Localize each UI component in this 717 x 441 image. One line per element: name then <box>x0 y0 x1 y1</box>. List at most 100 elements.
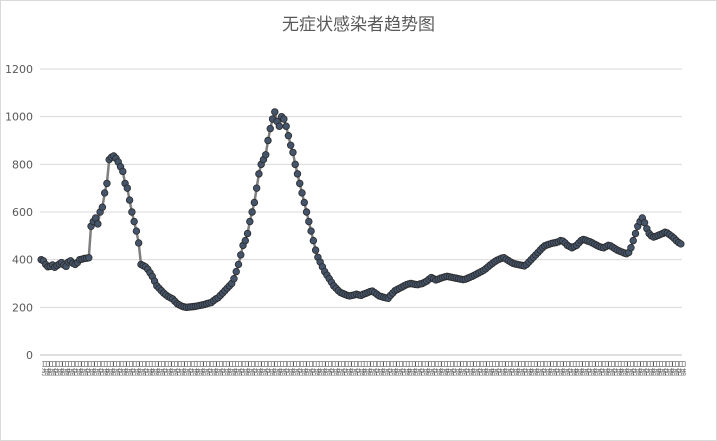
x-tick-label: 日期 <box>369 360 378 376</box>
x-tick-label: 日期 <box>549 360 558 376</box>
x-tick-label: 日期 <box>497 360 506 376</box>
data-point <box>250 198 259 207</box>
x-tick-label: 日期 <box>292 360 301 376</box>
x-tick-label: 日期 <box>394 360 403 376</box>
x-tick-label: 日期 <box>73 360 82 376</box>
x-tick-label: 日期 <box>41 360 50 376</box>
data-point <box>241 236 250 245</box>
x-tick-label: 日期 <box>202 360 211 376</box>
y-tick-label: 1000 <box>5 111 33 124</box>
x-tick-label: 日期 <box>60 360 69 376</box>
x-tick-label: 日期 <box>92 360 101 376</box>
data-point <box>128 208 136 216</box>
data-point <box>311 246 320 254</box>
y-tick-label: 600 <box>12 206 33 219</box>
x-tick-label: 日期 <box>375 360 384 376</box>
x-tick-label: 日期 <box>304 360 313 376</box>
x-tick-label: 日期 <box>471 360 480 376</box>
x-tick-label: 日期 <box>523 360 532 376</box>
y-tick-label: 0 <box>26 349 33 362</box>
x-tick-label: 日期 <box>54 360 63 376</box>
x-tick-label: 日期 <box>651 360 660 376</box>
x-tick-label: 日期 <box>67 360 76 376</box>
data-point <box>280 115 288 123</box>
chart-title: 无症状感染者趋势图 <box>282 15 435 35</box>
data-point <box>252 184 261 192</box>
x-tick-label: 日期 <box>118 360 127 376</box>
data-point <box>237 251 245 259</box>
data-point <box>305 217 313 226</box>
x-tick-label: 日期 <box>529 360 538 376</box>
x-tick-label: 日期 <box>279 360 288 376</box>
data-point <box>132 227 141 235</box>
x-tick-label: 日期 <box>478 360 487 376</box>
data-point <box>631 229 640 238</box>
x-tick-label: 日期 <box>99 360 108 376</box>
x-tick-label: 日期 <box>80 360 89 376</box>
data-point <box>98 203 107 211</box>
x-tick-label: 日期 <box>600 360 609 376</box>
data-point <box>246 217 254 226</box>
data-point <box>302 208 311 216</box>
x-tick-label: 日期 <box>285 360 294 376</box>
x-tick-label: 日期 <box>189 360 198 376</box>
data-point <box>243 229 252 238</box>
data-point <box>230 275 238 283</box>
x-tick-label: 日期 <box>349 360 358 376</box>
x-tick-label: 日期 <box>574 360 583 376</box>
x-tick-label: 日期 <box>555 360 564 376</box>
x-tick-label: 日期 <box>330 360 339 376</box>
x-tick-label: 日期 <box>311 360 320 376</box>
x-tick-label: 日期 <box>465 360 474 376</box>
x-tick-label: 日期 <box>638 360 647 376</box>
x-tick-label: 日期 <box>581 360 590 376</box>
x-tick-label: 日期 <box>221 360 230 376</box>
data-point <box>284 132 293 140</box>
x-tick-label: 日期 <box>150 360 159 376</box>
x-tick-label: 日期 <box>169 360 178 376</box>
x-tick-label: 日期 <box>677 360 686 376</box>
x-tick-label: 日期 <box>504 360 513 376</box>
data-point <box>119 167 127 176</box>
x-tick-label: 日期 <box>542 360 551 376</box>
x-tick-label: 日期 <box>388 360 397 376</box>
data-point <box>94 220 102 228</box>
data-point <box>264 136 272 145</box>
x-tick-label: 日期 <box>227 360 236 376</box>
data-point <box>100 189 109 197</box>
x-tick-label: 日期 <box>381 360 390 376</box>
x-tick-label: 日期 <box>536 360 545 376</box>
x-tick-label: 日期 <box>484 360 493 376</box>
data-point <box>282 122 290 130</box>
x-tick-label: 日期 <box>619 360 628 376</box>
x-tick-label: 日期 <box>446 360 455 376</box>
data-point <box>289 148 297 157</box>
x-tick-label: 日期 <box>157 360 166 376</box>
x-tick-label: 日期 <box>195 360 204 376</box>
series-line <box>40 110 682 309</box>
x-tick-label: 日期 <box>176 360 185 376</box>
x-tick-label: 日期 <box>298 360 307 376</box>
series <box>37 108 685 312</box>
data-point <box>85 254 93 262</box>
x-tick-label: 日期 <box>459 360 468 376</box>
x-tick-label: 日期 <box>259 360 268 376</box>
data-point <box>255 170 263 178</box>
y-tick-label: 800 <box>12 158 33 171</box>
x-tick-label: 日期 <box>645 360 654 376</box>
data-point <box>130 217 138 226</box>
x-tick-label: 日期 <box>407 360 416 376</box>
x-tick-label: 日期 <box>125 360 134 376</box>
x-tick-label: 日期 <box>613 360 622 376</box>
x-tick-label: 日期 <box>247 360 256 376</box>
x-tick-label: 日期 <box>317 360 326 376</box>
x-tick-label: 日期 <box>234 360 243 376</box>
x-tick-label: 日期 <box>433 360 442 376</box>
data-point <box>234 260 243 269</box>
data-point <box>275 122 284 130</box>
data-point <box>298 189 306 197</box>
x-axis: 日期日期日期日期日期日期日期日期日期日期日期日期日期日期日期日期日期日期日期日期… <box>41 360 686 376</box>
x-tick-label: 日期 <box>491 360 500 376</box>
x-tick-label: 日期 <box>362 360 371 376</box>
x-tick-label: 日期 <box>137 360 146 376</box>
